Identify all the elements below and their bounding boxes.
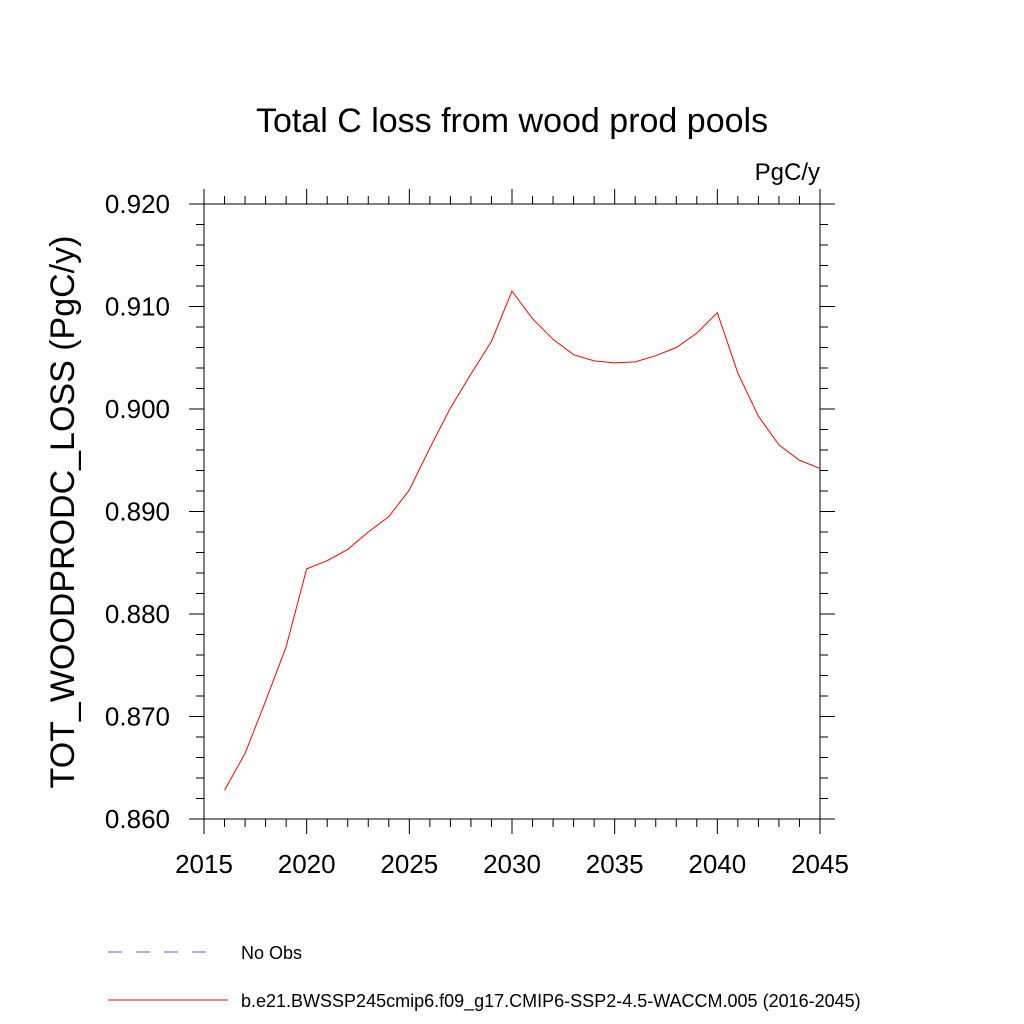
- x-tick-label: 2015: [175, 849, 233, 879]
- x-tick-labels: 2015 2020 2025 2030 2035 2040 2045: [175, 849, 849, 879]
- y-axis-label: TOT_WOODPRODC_LOSS (PgC/y): [44, 236, 82, 789]
- x-tick-label: 2045: [791, 849, 849, 879]
- x-tick-label: 2025: [380, 849, 438, 879]
- plot-frame: [203, 203, 821, 820]
- y-tick-label: 0.910: [105, 292, 170, 322]
- y-tick-labels: 0.860 0.870 0.880 0.890 0.900 0.910 0.920: [105, 189, 170, 834]
- tick-marks: [189, 189, 835, 834]
- x-tick-label: 2035: [586, 849, 644, 879]
- x-tick-label: 2030: [483, 849, 541, 879]
- y-tick-label: 0.870: [105, 702, 170, 732]
- series-layer: [224, 290, 821, 791]
- legend: No Obs b.e21.BWSSP245cmip6.f09_g17.CMIP6…: [108, 943, 861, 1012]
- series-line-0: [224, 290, 821, 791]
- y-tick-label: 0.900: [105, 394, 170, 424]
- y-tick-label: 0.860: [105, 804, 170, 834]
- axes: [203, 203, 821, 820]
- legend-label-model: b.e21.BWSSP245cmip6.f09_g17.CMIP6-SSP2-4…: [241, 991, 861, 1012]
- legend-label-no-obs: No Obs: [241, 943, 302, 963]
- y-tick-label: 0.920: [105, 189, 170, 219]
- units-label: PgC/y: [755, 159, 820, 186]
- x-tick-label: 2040: [688, 849, 746, 879]
- y-tick-label: 0.880: [105, 599, 170, 629]
- chart-title: Total C loss from wood prod pools: [256, 102, 768, 140]
- x-tick-label: 2020: [278, 849, 336, 879]
- y-tick-label: 0.890: [105, 497, 170, 527]
